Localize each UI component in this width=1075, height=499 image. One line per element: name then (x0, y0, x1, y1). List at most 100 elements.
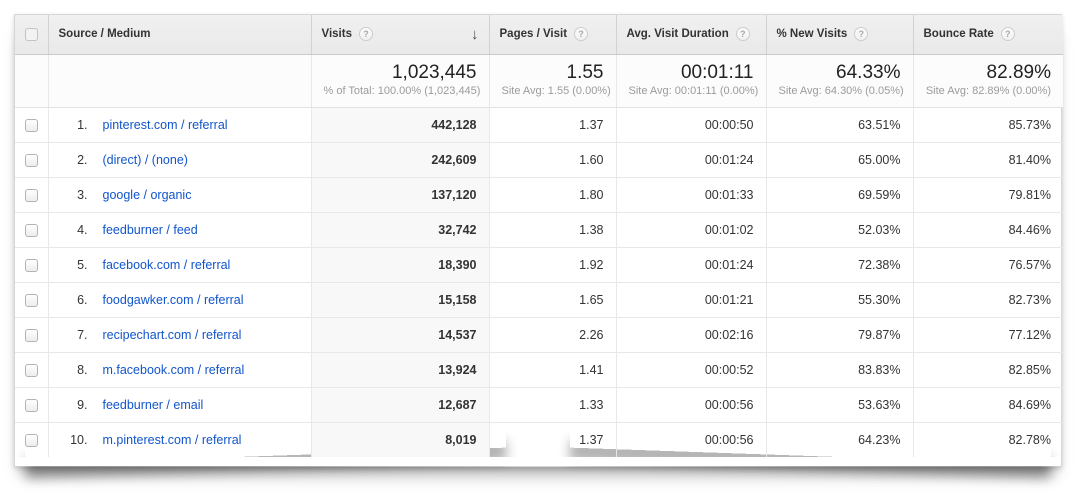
help-icon[interactable]: ? (735, 27, 750, 42)
table-bottom-padding (15, 457, 1061, 466)
bounce-rate-value: 82.73% (912, 281, 1063, 317)
pct-new-visits-value: 52.03% (765, 211, 913, 247)
summary-empty-cell (15, 54, 48, 108)
row-rank: 8. (77, 362, 88, 377)
summary-pages-subtext: Site Avg: 1.55 (0.00%) (501, 85, 611, 97)
row-checkbox[interactable] (24, 188, 38, 202)
source-medium-cell: 4. feedburner / feed (47, 211, 311, 247)
pct-new-visits-value: 64.23% (765, 421, 913, 457)
table-row: 10. m.pinterest.com / referral 8,019 1.37… (15, 421, 1063, 457)
row-rank: 6. (77, 292, 88, 307)
help-icon[interactable]: ? (574, 27, 589, 42)
column-label: % New Visits (776, 28, 848, 41)
pct-new-visits-value: 55.30% (765, 281, 913, 317)
pages-per-visit-value: 1.33 (488, 386, 616, 422)
column-header-pages-per-visit[interactable]: Pages / Visit ? (488, 15, 616, 55)
column-header-pct-new-visits[interactable]: % New Visits ? (765, 15, 913, 55)
row-rank: 9. (77, 397, 88, 412)
visits-value: 18,390 (310, 246, 489, 282)
source-medium-cell: 6. foodgawker.com / referral (47, 281, 311, 317)
avg-visit-duration-value: 00:00:56 (615, 421, 766, 457)
avg-visit-duration-value: 00:00:50 (615, 106, 766, 142)
avg-visit-duration-value: 00:01:24 (615, 141, 766, 177)
select-all-checkbox[interactable] (24, 27, 38, 41)
row-checkbox[interactable] (24, 398, 38, 412)
row-checkbox-cell (15, 351, 48, 387)
pct-new-visits-value: 63.51% (765, 106, 913, 142)
column-label: Bounce Rate (923, 28, 994, 41)
column-label: Visits (321, 28, 352, 41)
bounce-rate-value: 82.78% (912, 421, 1063, 457)
table-row: 5. facebook.com / referral 18,390 1.92 00… (15, 246, 1063, 282)
row-checkbox[interactable] (24, 223, 38, 237)
visits-value: 242,609 (310, 141, 489, 177)
pct-new-visits-value: 83.83% (765, 351, 913, 387)
table-row: 3. google / organic 137,120 1.80 00:01:33… (15, 176, 1063, 212)
summary-bounce-subtext: Site Avg: 82.89% (0.00%) (925, 85, 1051, 97)
bounce-rate-value: 81.40% (912, 141, 1063, 177)
visits-value: 442,128 (310, 106, 489, 142)
summary-pages-total: 1.55 (566, 62, 604, 83)
summary-duration-cell: 00:01:11 Site Avg: 00:01:11 (0.00%) (615, 54, 766, 108)
source-medium-cell: 10. m.pinterest.com / referral (47, 421, 311, 457)
help-icon[interactable]: ? (854, 27, 869, 42)
bounce-rate-value: 82.85% (912, 351, 1063, 387)
pages-per-visit-value: 1.65 (488, 281, 616, 317)
source-medium-link[interactable]: google / organic (102, 187, 192, 202)
column-header-visits[interactable]: Visits ? ↓ (310, 15, 489, 55)
avg-visit-duration-value: 00:01:21 (615, 281, 766, 317)
row-checkbox[interactable] (24, 433, 38, 447)
pages-per-visit-value: 1.60 (488, 141, 616, 177)
pages-per-visit-value: 1.37 (488, 421, 616, 457)
row-rank: 5. (77, 257, 88, 272)
source-medium-cell: 5. facebook.com / referral (47, 246, 311, 282)
row-checkbox[interactable] (24, 153, 38, 167)
source-medium-link[interactable]: m.pinterest.com / referral (102, 432, 242, 447)
row-checkbox-cell (15, 106, 48, 142)
row-checkbox[interactable] (24, 118, 38, 132)
summary-new-visits-cell: 64.33% Site Avg: 64.30% (0.05%) (765, 54, 913, 108)
pct-new-visits-value: 72.38% (765, 246, 913, 282)
visits-value: 137,120 (310, 176, 489, 212)
row-checkbox[interactable] (24, 258, 38, 272)
row-rank: 4. (77, 222, 88, 237)
row-checkbox-cell (15, 316, 48, 352)
pages-per-visit-value: 2.26 (488, 316, 616, 352)
avg-visit-duration-value: 00:02:16 (615, 316, 766, 352)
sort-descending-icon[interactable]: ↓ (471, 25, 479, 43)
source-medium-link[interactable]: pinterest.com / referral (102, 117, 228, 132)
row-checkbox[interactable] (24, 328, 38, 342)
bounce-rate-value: 84.69% (912, 386, 1063, 422)
source-medium-cell: 2. (direct) / (none) (47, 141, 311, 177)
bounce-rate-value: 76.57% (912, 246, 1063, 282)
source-medium-link[interactable]: feedburner / feed (102, 222, 198, 237)
source-medium-link[interactable]: m.facebook.com / referral (102, 362, 245, 377)
source-medium-link[interactable]: recipechart.com / referral (102, 327, 242, 342)
help-icon[interactable]: ? (358, 27, 373, 42)
table-row: 9. feedburner / email 12,687 1.33 00:00:5… (15, 386, 1063, 422)
source-medium-cell: 7. recipechart.com / referral (47, 316, 311, 352)
source-medium-table: Source / Medium Visits ? ↓ Pages / Visit (15, 15, 1063, 457)
visits-value: 12,687 (310, 386, 489, 422)
row-rank: 1. (77, 117, 88, 132)
source-medium-link[interactable]: (direct) / (none) (102, 152, 188, 167)
source-medium-link[interactable]: feedburner / email (102, 397, 204, 412)
column-header-avg-visit-duration[interactable]: Avg. Visit Duration ? (615, 15, 766, 55)
avg-visit-duration-value: 00:01:24 (615, 246, 766, 282)
source-medium-cell: 8. m.facebook.com / referral (47, 351, 311, 387)
pages-per-visit-value: 1.37 (488, 106, 616, 142)
table-row: 7. recipechart.com / referral 14,537 2.26… (15, 316, 1063, 352)
row-checkbox[interactable] (24, 363, 38, 377)
row-checkbox[interactable] (24, 293, 38, 307)
row-checkbox-cell (15, 141, 48, 177)
column-header-source-medium[interactable]: Source / Medium (47, 15, 311, 55)
help-icon[interactable]: ? (1000, 27, 1015, 42)
avg-visit-duration-value: 00:00:56 (615, 386, 766, 422)
summary-empty-cell (47, 54, 311, 108)
column-label: Avg. Visit Duration (626, 28, 729, 41)
source-medium-link[interactable]: foodgawker.com / referral (102, 292, 244, 307)
select-all-header-cell (15, 15, 48, 55)
column-header-bounce-rate[interactable]: Bounce Rate ? (912, 15, 1063, 55)
summary-visits-cell: 1,023,445 % of Total: 100.00% (1,023,445… (310, 54, 489, 108)
source-medium-link[interactable]: facebook.com / referral (102, 257, 231, 272)
